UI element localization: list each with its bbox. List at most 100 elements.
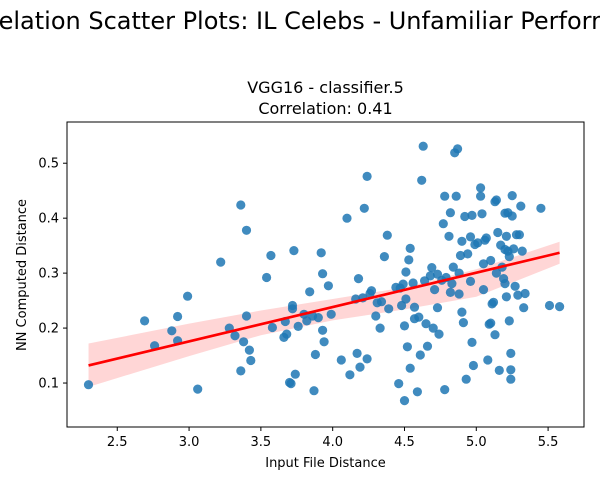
- scatter-point: [239, 337, 249, 347]
- scatter-point: [483, 355, 493, 365]
- scatter-point: [408, 278, 418, 288]
- scatter-point: [342, 213, 352, 223]
- scatter-point: [501, 292, 511, 302]
- regression-line: [88, 251, 560, 367]
- scatter-point: [438, 219, 448, 229]
- scatter-point: [375, 323, 385, 333]
- scatter-point: [455, 250, 466, 261]
- scatter-point: [506, 348, 516, 358]
- scatter-point: [453, 144, 463, 154]
- scatter-point: [477, 209, 487, 219]
- x-tick-label: 3.5: [251, 435, 272, 450]
- scatter-point: [460, 211, 470, 222]
- scatter-points-layer: [83, 141, 565, 406]
- scatter-point: [508, 244, 519, 254]
- scatter-point: [173, 311, 183, 322]
- y-tick-label: 0.3: [38, 267, 59, 282]
- scatter-point: [504, 252, 514, 262]
- scatter-point: [345, 370, 355, 380]
- scatter-point: [478, 259, 489, 269]
- scatter-point: [516, 201, 526, 211]
- scatter-point: [536, 203, 546, 213]
- scatter-point: [425, 271, 435, 281]
- scatter-point: [467, 337, 477, 347]
- scatter-point: [473, 238, 483, 248]
- scatter-point: [434, 329, 444, 339]
- scatter-point: [519, 303, 529, 313]
- scatter-point: [491, 268, 501, 278]
- scatter-point: [507, 191, 517, 201]
- scatter-point: [399, 396, 410, 406]
- scatter-point: [507, 211, 517, 221]
- x-tick-label: 4.5: [394, 435, 415, 450]
- scatter-point: [417, 175, 427, 185]
- scatter-point: [183, 291, 193, 301]
- scatter-point: [445, 287, 455, 297]
- x-tick-label: 3.0: [179, 435, 200, 450]
- scatter-point: [440, 191, 450, 201]
- scatter-point: [463, 249, 473, 259]
- scatter-point: [402, 342, 412, 352]
- scatter-point: [506, 365, 516, 375]
- scatter-point: [83, 380, 94, 390]
- x-tick-label: 5.5: [538, 435, 559, 450]
- scatter-point: [193, 384, 203, 394]
- scatter-point: [486, 255, 496, 266]
- scatter-point: [394, 379, 404, 389]
- scatter-point: [447, 279, 457, 289]
- axes-layer: 2.5 3.0 3.5 4.0 4.5 5.0 5.5 0.1 0.2 0.3 0.4 0.5: [38, 121, 585, 450]
- scatter-point: [421, 319, 431, 329]
- scatter-point: [286, 379, 296, 389]
- scatter-point: [445, 208, 455, 218]
- scatter-point: [451, 191, 461, 201]
- scatter-point: [316, 248, 326, 258]
- scatter-point: [481, 233, 491, 243]
- scatter-point: [457, 307, 467, 317]
- chart-title: VGG16 - classifier.5: [247, 78, 404, 97]
- scatter-point: [405, 363, 415, 373]
- scatter-point: [236, 200, 246, 210]
- scatter-point: [404, 255, 414, 265]
- scatter-point: [493, 227, 503, 238]
- scatter-point: [379, 252, 389, 262]
- x-tick-label: 5.0: [466, 435, 487, 450]
- scatter-point: [428, 323, 438, 333]
- scatter-point: [465, 232, 476, 242]
- scatter-point: [440, 385, 450, 395]
- scatter-point: [415, 350, 425, 360]
- x-axis-label: Input File Distance: [265, 456, 386, 471]
- scatter-point: [430, 285, 440, 295]
- scatter-point: [216, 257, 226, 267]
- scatter-point: [555, 302, 565, 312]
- scatter-point: [486, 318, 496, 328]
- y-axis-label: NN Computed Distance: [15, 199, 30, 351]
- scatter-point: [401, 267, 411, 277]
- scatter-point: [323, 281, 333, 291]
- scatter-point: [262, 272, 272, 283]
- scatter-point: [454, 289, 464, 299]
- scatter-point: [444, 231, 454, 241]
- scatter-point: [500, 279, 510, 289]
- scatter-point: [514, 230, 525, 240]
- scatter-point: [510, 281, 520, 291]
- scatter-point: [414, 312, 424, 322]
- scatter-point: [427, 263, 437, 273]
- scatter-point: [399, 321, 410, 331]
- scatter-point: [544, 300, 555, 311]
- scatter-point: [467, 210, 477, 220]
- scatter-point: [352, 348, 362, 358]
- scatter-point: [309, 386, 319, 396]
- scatter-point: [353, 274, 364, 284]
- scatter-point: [241, 225, 252, 235]
- scatter-point: [318, 269, 328, 279]
- scatter-point: [236, 366, 246, 376]
- y-tick-label: 0.2: [38, 322, 59, 337]
- scatter-point: [476, 191, 486, 201]
- scatter-point: [494, 365, 504, 375]
- scatter-point: [140, 316, 150, 326]
- scatter-point: [246, 355, 256, 366]
- scatter-point: [501, 231, 511, 241]
- scatter-point: [409, 302, 420, 312]
- scatter-point: [290, 369, 300, 379]
- scatter-point: [478, 285, 489, 295]
